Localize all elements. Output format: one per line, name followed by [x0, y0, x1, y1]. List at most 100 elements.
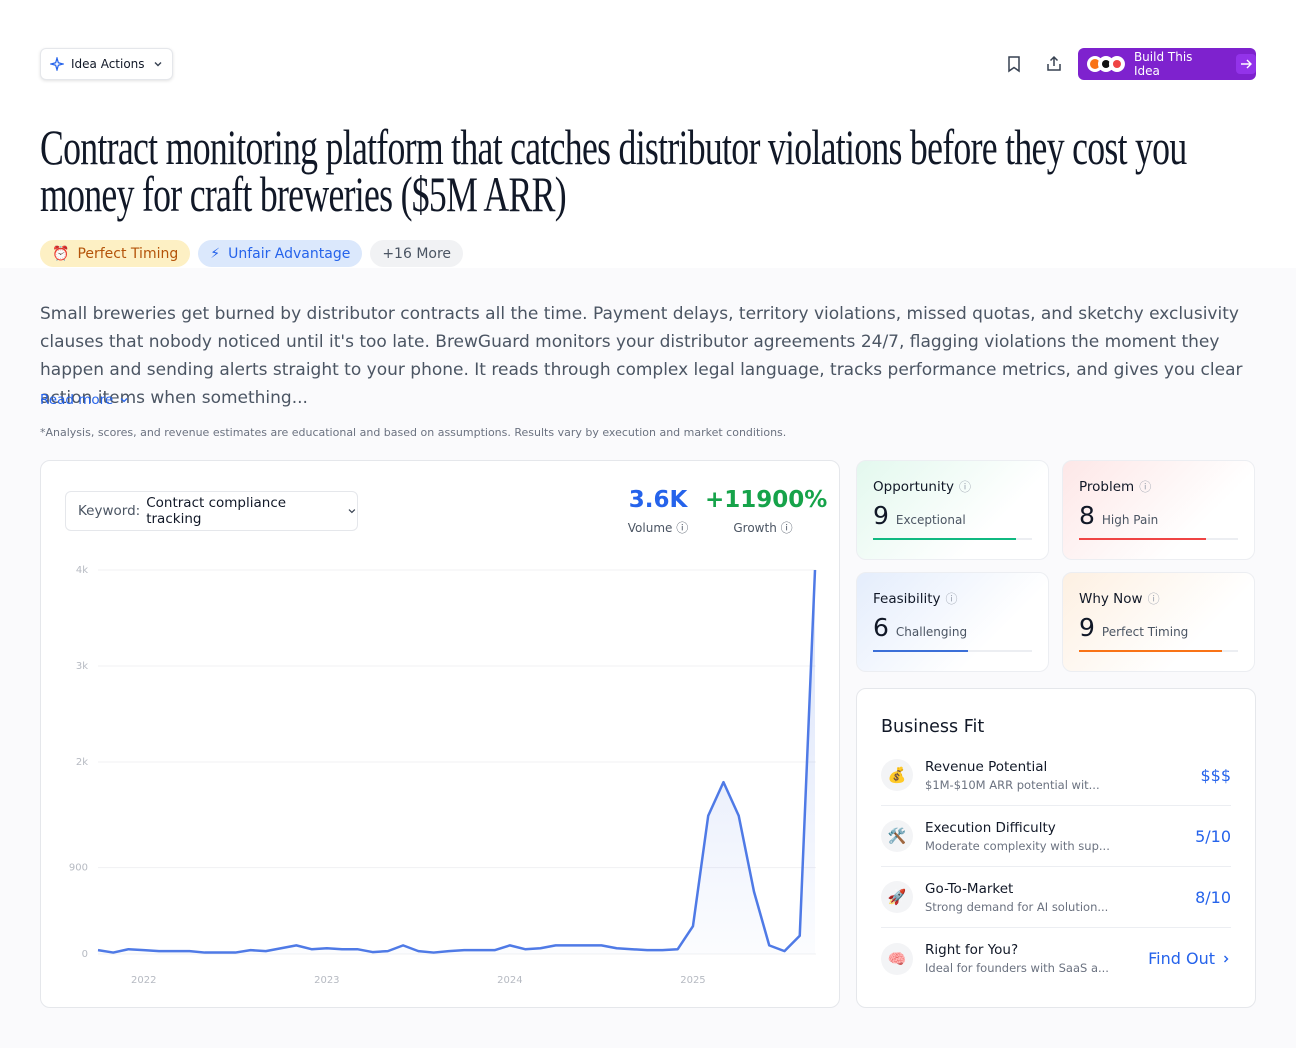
score-value: 9 [873, 501, 889, 530]
item-desc: Ideal for founders with SaaS a... [925, 961, 1109, 975]
score-label: Feasibility [873, 590, 941, 607]
x-tick-label: 2025 [680, 975, 705, 986]
business-fit-card: Business Fit 💰 Revenue Potential $1M-$10M … [856, 688, 1256, 1008]
tag[interactable]: ⏰ Perfect Timing [40, 240, 191, 267]
y-tick-label: 4k [76, 565, 88, 576]
item-name: Revenue Potential [925, 758, 1048, 775]
item-text: Go-To-Market Strong demand for AI solutio… [925, 881, 1195, 914]
read-more[interactable]: Read more [40, 392, 129, 408]
read-more-label: Read more [40, 392, 114, 408]
item-text: Revenue Potential $1M-$10M ARR potential … [925, 759, 1200, 792]
y-tick-label: 900 [69, 863, 88, 874]
growth-stat: +11900% Growth ⓘ [705, 487, 828, 536]
score-card: Opportunity ⓘ 9 Exceptional [856, 460, 1049, 560]
item-value-text: Find Out [1148, 949, 1215, 968]
score-value: 6 [873, 613, 889, 642]
score-rating: Perfect Timing [1101, 625, 1189, 639]
chevron-icon [120, 398, 128, 403]
x-tick-label: 2024 [497, 975, 522, 986]
tag-label: Perfect Timing [77, 245, 179, 262]
build-label: Build This Idea [1133, 50, 1193, 78]
tag[interactable]: ⚡ Unfair Advantage [198, 240, 363, 267]
idea-actions-button[interactable]: Idea Actions [40, 48, 173, 80]
item-value-text: $$$ [1200, 765, 1231, 785]
idea-actions-label: Idea Actions [71, 57, 145, 71]
volume-stat: 3.6K Volume ⓘ [618, 487, 698, 536]
tag-icon: ⏰ [52, 245, 70, 262]
disclaimer: *Analysis, scores, and revenue estimates… [40, 426, 787, 439]
item-icon: 🛠️ [881, 820, 913, 852]
item-value-text: 5/10 [1195, 826, 1231, 846]
keyword-label: Keyword: [78, 503, 141, 519]
score-rating: High Pain [1101, 513, 1159, 527]
item-value: Find Out [1148, 949, 1231, 968]
item-text: Right for You? Ideal for founders with Sa… [925, 942, 1148, 975]
share-button[interactable] [1044, 54, 1064, 74]
tags: ⏰ Perfect Timing ⚡ Unfair Advantage +16 Mo… [40, 240, 464, 267]
x-tick-label: 2023 [314, 975, 339, 986]
stat-label-text: Volume [627, 521, 673, 535]
score-rating: Exceptional [895, 513, 966, 527]
trend-chart: 0 900 2k 3k 4k 2022 2023 2024 2025 [69, 565, 817, 986]
idea-title: Contract monitoring platform that catche… [40, 124, 1187, 222]
business-fit-item: 🛠️ Execution Difficulty Moderate complexit… [881, 806, 1231, 867]
tag-label: Unfair Advantage [228, 245, 351, 262]
y-tick-label: 2k [76, 757, 88, 768]
stat-value: 3.6K [628, 487, 688, 513]
trend-card: Keyword: Contract compliance tracking 3.… [40, 460, 840, 1008]
item-name: Right for You? [925, 942, 1019, 958]
item-desc: $1M-$10M ARR potential wit... [925, 777, 1100, 792]
item-value: 5/10 [1195, 827, 1231, 846]
business-fit-item[interactable]: 🧠 Right for You? Ideal for founders with S… [881, 928, 1231, 989]
title-wrap: Contract monitoring platform that catche… [40, 124, 1256, 234]
build-button[interactable]: Build This Idea [1078, 48, 1256, 80]
item-value: 8/10 [1195, 888, 1231, 907]
item-icon: 🧠 [881, 942, 913, 975]
y-tick-label: 0 [82, 949, 88, 960]
stat-label: Volume ⓘ [627, 521, 689, 535]
trend-line [97, 569, 817, 954]
stat-label: Growth ⓘ [733, 521, 793, 535]
score-label: Problem [1079, 478, 1135, 495]
more-tags[interactable]: +16 More [370, 240, 464, 267]
business-fit-item: 💰 Revenue Potential $1M-$10M ARR potential… [881, 745, 1231, 806]
score-value: 8 [1079, 501, 1095, 530]
score-label: Why Now [1079, 590, 1143, 607]
arrow-icon [1236, 54, 1256, 74]
chevron-icon [154, 62, 162, 67]
score-card: Problem ⓘ 8 High Pain [1062, 460, 1255, 560]
item-name: Execution Difficulty [925, 819, 1056, 836]
score-label: Opportunity [873, 478, 955, 495]
item-desc: Strong demand for AI solution... [925, 899, 1109, 914]
business-fit-title: Business Fit [881, 717, 985, 737]
keyword-select[interactable]: Keyword: Contract compliance tracking [65, 491, 358, 531]
tag-icon: ⚡ [210, 245, 221, 262]
chevron-icon [348, 509, 356, 514]
bookmark-button[interactable] [1004, 54, 1024, 74]
item-value-text: 8/10 [1195, 887, 1231, 907]
item-name: Go-To-Market [925, 880, 1014, 897]
y-tick-label: 3k [76, 661, 88, 672]
stat-value: +11900% [705, 487, 828, 513]
description: Small breweries get burned by distributo… [40, 304, 1243, 408]
score-value: 9 [1079, 613, 1095, 642]
score-card: Why Now ⓘ 9 Perfect Timing [1062, 572, 1255, 672]
keyword: Contract compliance tracking [146, 495, 287, 527]
business-fit-list: 💰 Revenue Potential $1M-$10M ARR potential… [881, 745, 1231, 989]
header-bg [0, 0, 1296, 268]
item-text: Execution Difficulty Moderate complexity … [925, 820, 1195, 853]
score-card: Feasibility ⓘ 6 Challenging [856, 572, 1049, 672]
sparkle-icon [50, 57, 64, 71]
x-tick-label: 2022 [131, 975, 156, 986]
chevron-icon [1224, 955, 1229, 962]
partner-icons [1086, 56, 1125, 72]
stat-label-text: Growth [733, 521, 777, 535]
item-icon: 💰 [881, 759, 913, 791]
item-desc: Moderate complexity with sup... [925, 838, 1110, 853]
area-fill [98, 570, 815, 954]
score-rating: Challenging [895, 625, 968, 639]
item-icon: 🚀 [881, 881, 913, 913]
item-value: $$$ [1200, 766, 1231, 785]
business-fit-item: 🚀 Go-To-Market Strong demand for AI soluti… [881, 867, 1231, 928]
